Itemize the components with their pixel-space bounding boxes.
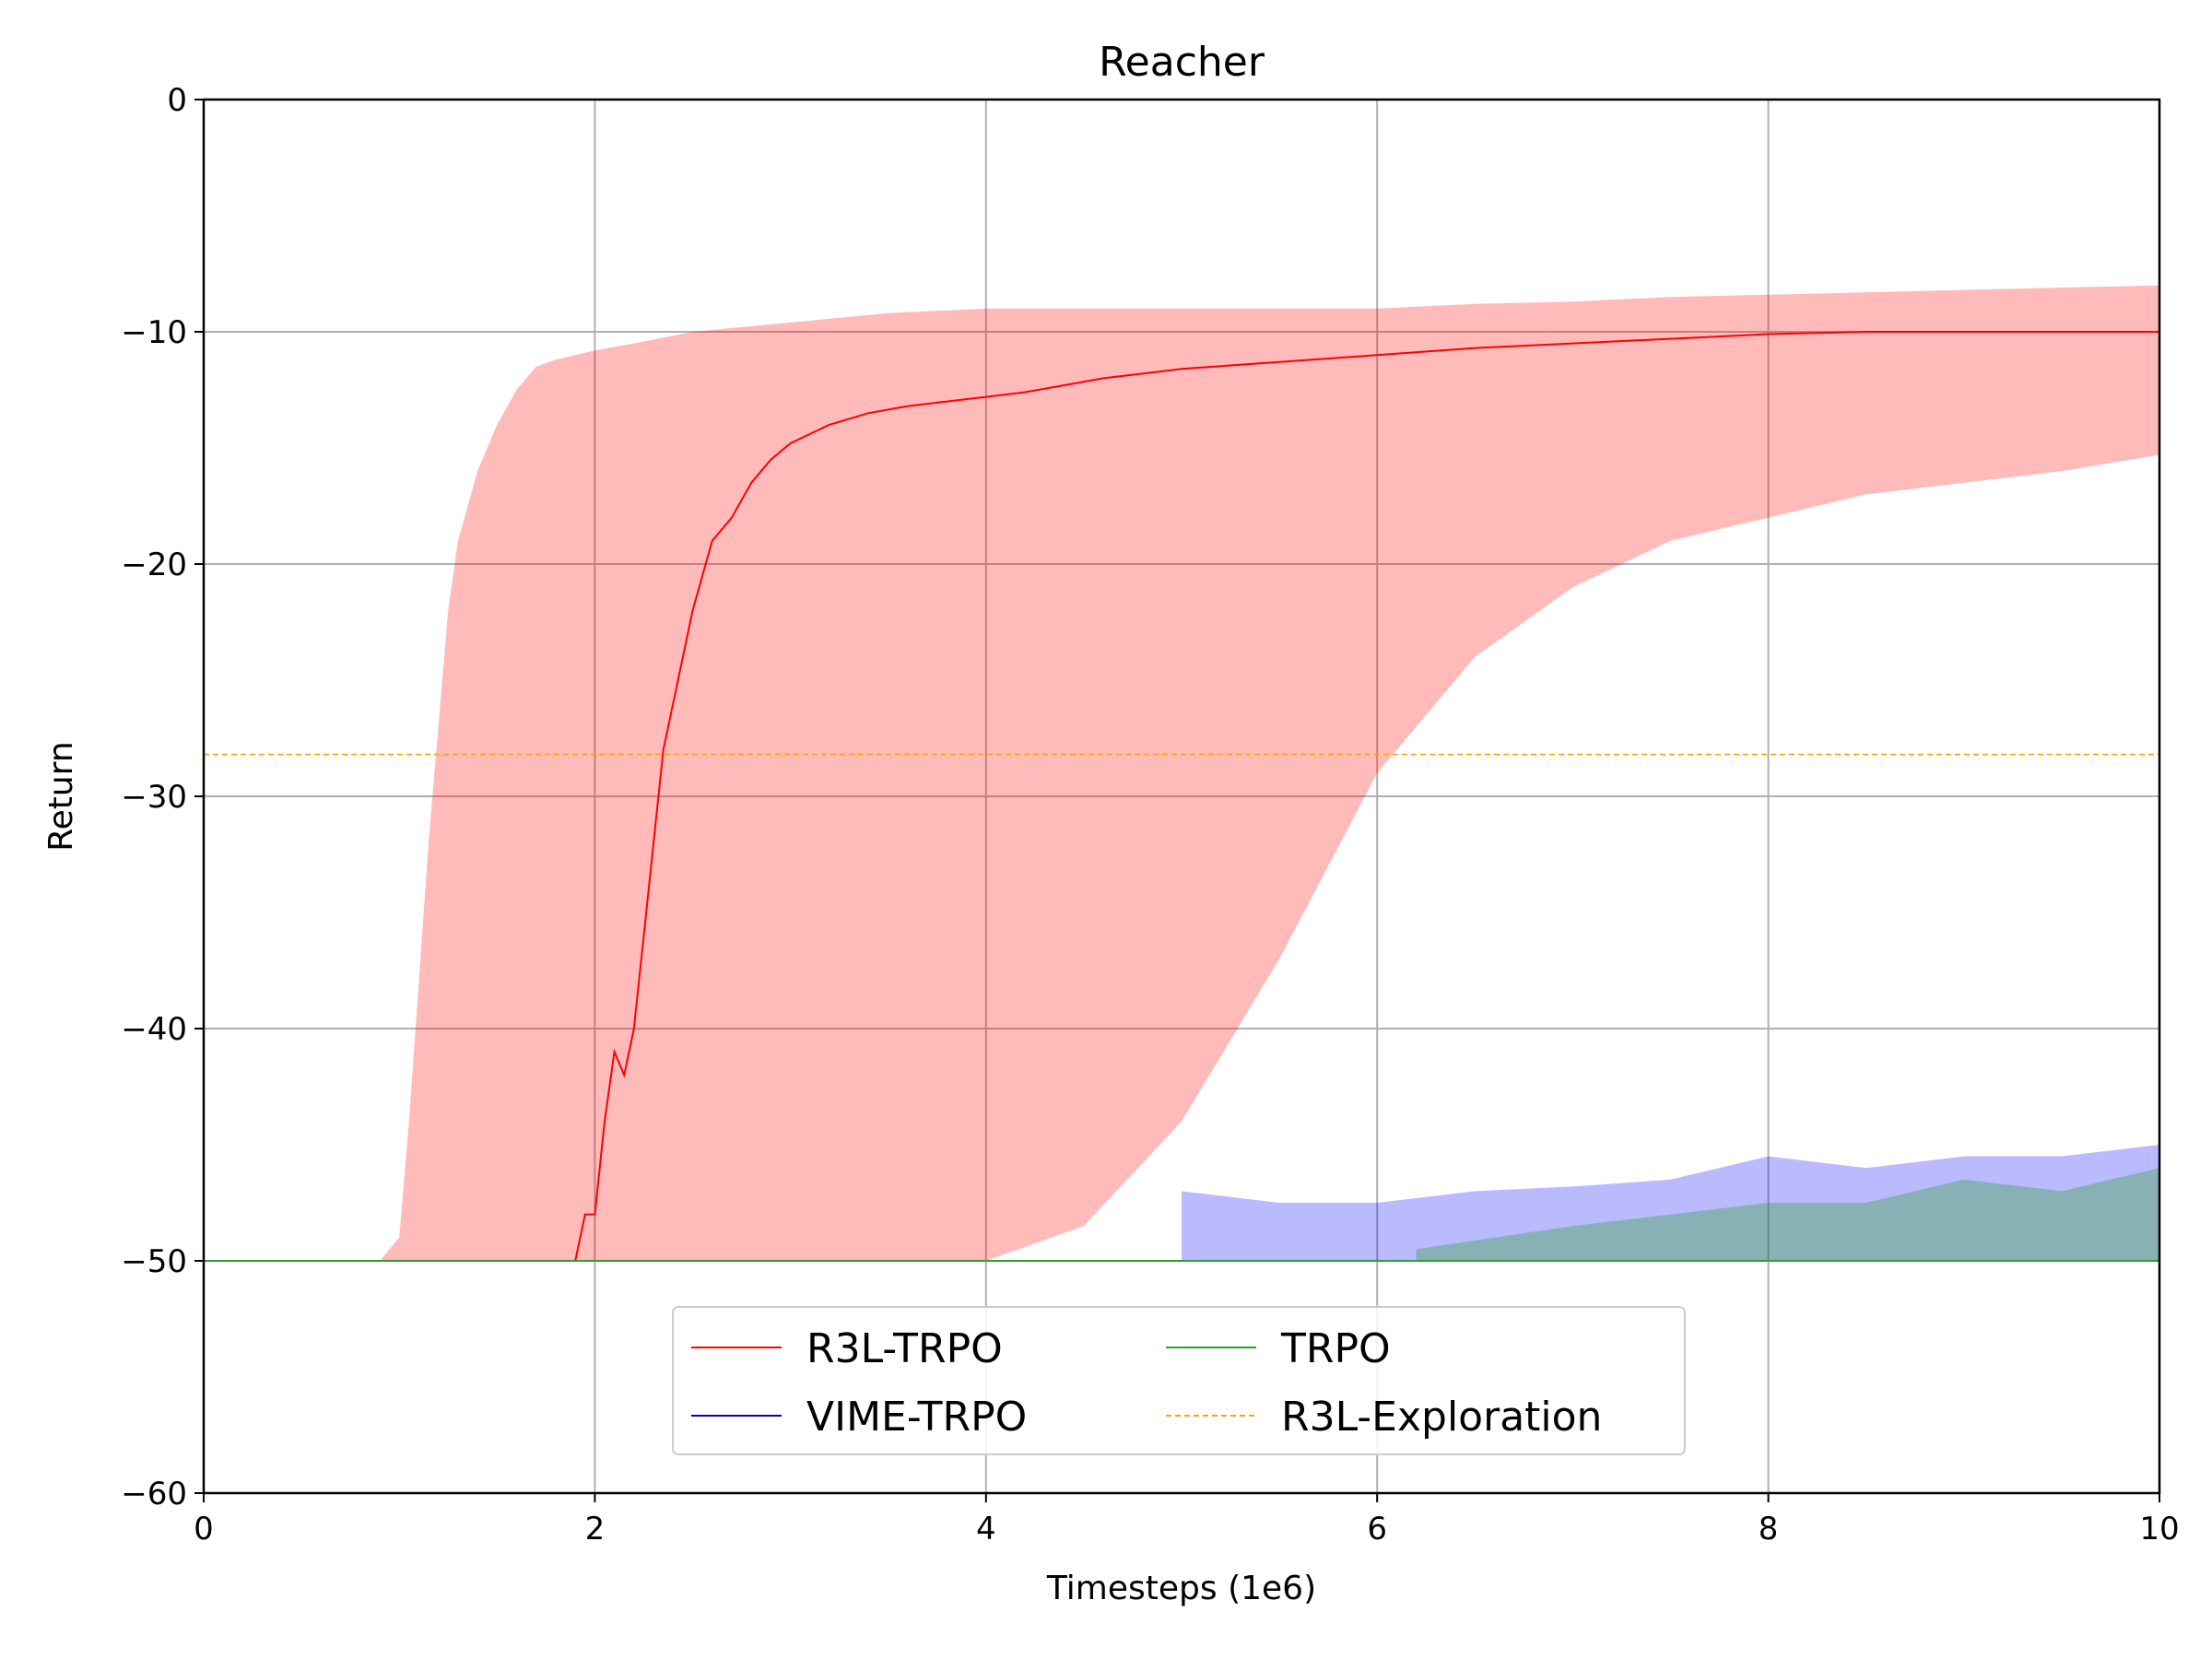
y-tick-label: −10	[121, 314, 187, 351]
x-tick-label: 8	[1759, 1511, 1779, 1547]
x-tick-label: 4	[976, 1511, 996, 1547]
x-tick-label: 6	[1367, 1511, 1387, 1547]
x-axis-ticks: 0 2 4 6 8 10	[194, 1493, 2180, 1547]
legend-label: R3L-TRPO	[806, 1325, 1003, 1372]
y-tick-label: −60	[121, 1476, 187, 1512]
series-lines	[204, 331, 2159, 1262]
legend-label: VIME-TRPO	[806, 1394, 1027, 1441]
band-trpo	[1416, 1168, 2159, 1261]
x-tick-label: 10	[2139, 1511, 2179, 1547]
y-tick-label: −30	[121, 779, 187, 816]
y-tick-label: 0	[167, 82, 187, 119]
y-tick-label: −40	[121, 1011, 187, 1048]
band-vime-trpo	[1182, 1145, 2159, 1261]
y-tick-label: −20	[121, 547, 187, 583]
chart-title: Reacher	[1099, 39, 1265, 86]
x-axis-label: Timesteps (1e6)	[1046, 1570, 1316, 1607]
confidence-bands	[204, 285, 2159, 1262]
legend-label: TRPO	[1280, 1325, 1391, 1372]
line-r3l-trpo	[204, 331, 2159, 1262]
y-tick-label: −50	[121, 1243, 187, 1280]
x-tick-label: 2	[585, 1511, 606, 1547]
y-axis-ticks: 0 −10 −20 −30 −40 −50 −60	[121, 82, 204, 1512]
legend-label: R3L-Exploration	[1281, 1394, 1602, 1441]
y-axis-label: Return	[42, 741, 80, 851]
band-r3l-trpo	[204, 285, 2159, 1262]
x-tick-label: 0	[194, 1511, 214, 1547]
gridlines	[203, 99, 2160, 1494]
legend: R3L-TRPO VIME-TRPO TRPO R3L-Exploration	[672, 1306, 1686, 1455]
legend-box	[672, 1306, 1686, 1455]
